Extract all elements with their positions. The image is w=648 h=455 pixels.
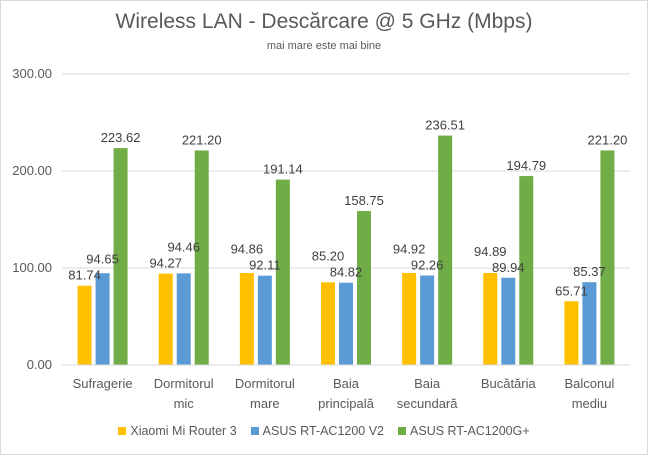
bar (113, 148, 128, 365)
bar (420, 275, 435, 365)
data-label: 92.26 (411, 258, 444, 273)
data-label: 94.86 (231, 242, 264, 257)
legend-swatch (398, 427, 407, 435)
data-label: 94.65 (86, 252, 119, 267)
x-category-label: mic (174, 396, 195, 411)
data-label: 158.75 (344, 193, 384, 208)
data-label: 85.37 (573, 264, 606, 279)
y-tick-label: 0.00 (27, 357, 52, 372)
x-category-label: Bucătăria (481, 376, 537, 391)
chart-subtitle: mai mare este mai bine (266, 40, 382, 52)
data-label: 194.79 (506, 158, 546, 173)
chart-title: Wireless LAN - Descărcare @ 5 GHz (Mbps) (115, 10, 533, 33)
data-label: 65.71 (555, 283, 588, 298)
bar (194, 150, 209, 365)
legend-label: ASUS RT-AC1200G+ (410, 424, 530, 438)
bar (357, 211, 371, 365)
legend-swatch (118, 427, 127, 435)
bar (339, 282, 353, 365)
bar (564, 301, 579, 365)
bar (321, 282, 335, 365)
x-category-label: Sufragerie (73, 376, 133, 391)
x-category-label: Baia (414, 376, 441, 391)
legend-item: ASUS RT-AC1200G+ (398, 424, 530, 438)
x-category-label: Dormitorul (235, 376, 295, 391)
y-tick-label: 100.00 (12, 260, 52, 275)
bar (176, 273, 191, 365)
bar (501, 277, 516, 365)
data-label: 94.92 (393, 242, 426, 257)
legend-item: Xiaomi Mi Router 3 (118, 424, 237, 438)
legend-item: ASUS RT-AC1200 V2 (250, 424, 385, 438)
y-tick-label: 300.00 (12, 66, 52, 81)
legend-swatch (250, 427, 259, 435)
bar (95, 273, 110, 365)
legend: Xiaomi Mi Router 3 ASUS RT-AC1200 V2 ASUS … (0, 424, 648, 438)
data-label: 89.94 (492, 260, 525, 275)
bar (239, 272, 254, 365)
x-category-label: mare (250, 396, 280, 411)
data-label: 94.46 (167, 240, 200, 255)
data-label: 221.20 (182, 132, 222, 147)
bar (438, 135, 453, 365)
x-category-label: mediu (572, 396, 607, 411)
bar (600, 150, 615, 365)
bar (519, 176, 534, 365)
x-category-label: Balconul (564, 376, 614, 391)
data-label: 81.74 (68, 268, 101, 283)
bar (582, 282, 597, 365)
data-label: 94.89 (474, 244, 507, 259)
bar (402, 272, 417, 365)
data-label: 94.27 (149, 256, 182, 271)
data-label: 223.62 (101, 130, 141, 145)
x-category-label: Dormitorul (154, 376, 214, 391)
data-label: 191.14 (263, 162, 303, 177)
x-category-label: principală (318, 396, 374, 411)
legend-label: ASUS RT-AC1200 V2 (262, 424, 385, 438)
bar (257, 275, 272, 365)
bar (275, 179, 290, 365)
bar (77, 285, 92, 365)
data-label: 236.51 (425, 118, 465, 133)
data-label: 84.82 (330, 265, 363, 280)
x-category-label: Baia (333, 376, 360, 391)
bar (158, 273, 173, 365)
data-label: 221.20 (588, 132, 628, 147)
y-tick-label: 200.00 (12, 163, 52, 178)
x-category-label: secundară (397, 396, 458, 411)
data-label: 92.11 (249, 258, 281, 273)
legend-label: Xiaomi Mi Router 3 (130, 424, 237, 438)
bar (483, 272, 498, 365)
data-label: 85.20 (312, 249, 345, 264)
